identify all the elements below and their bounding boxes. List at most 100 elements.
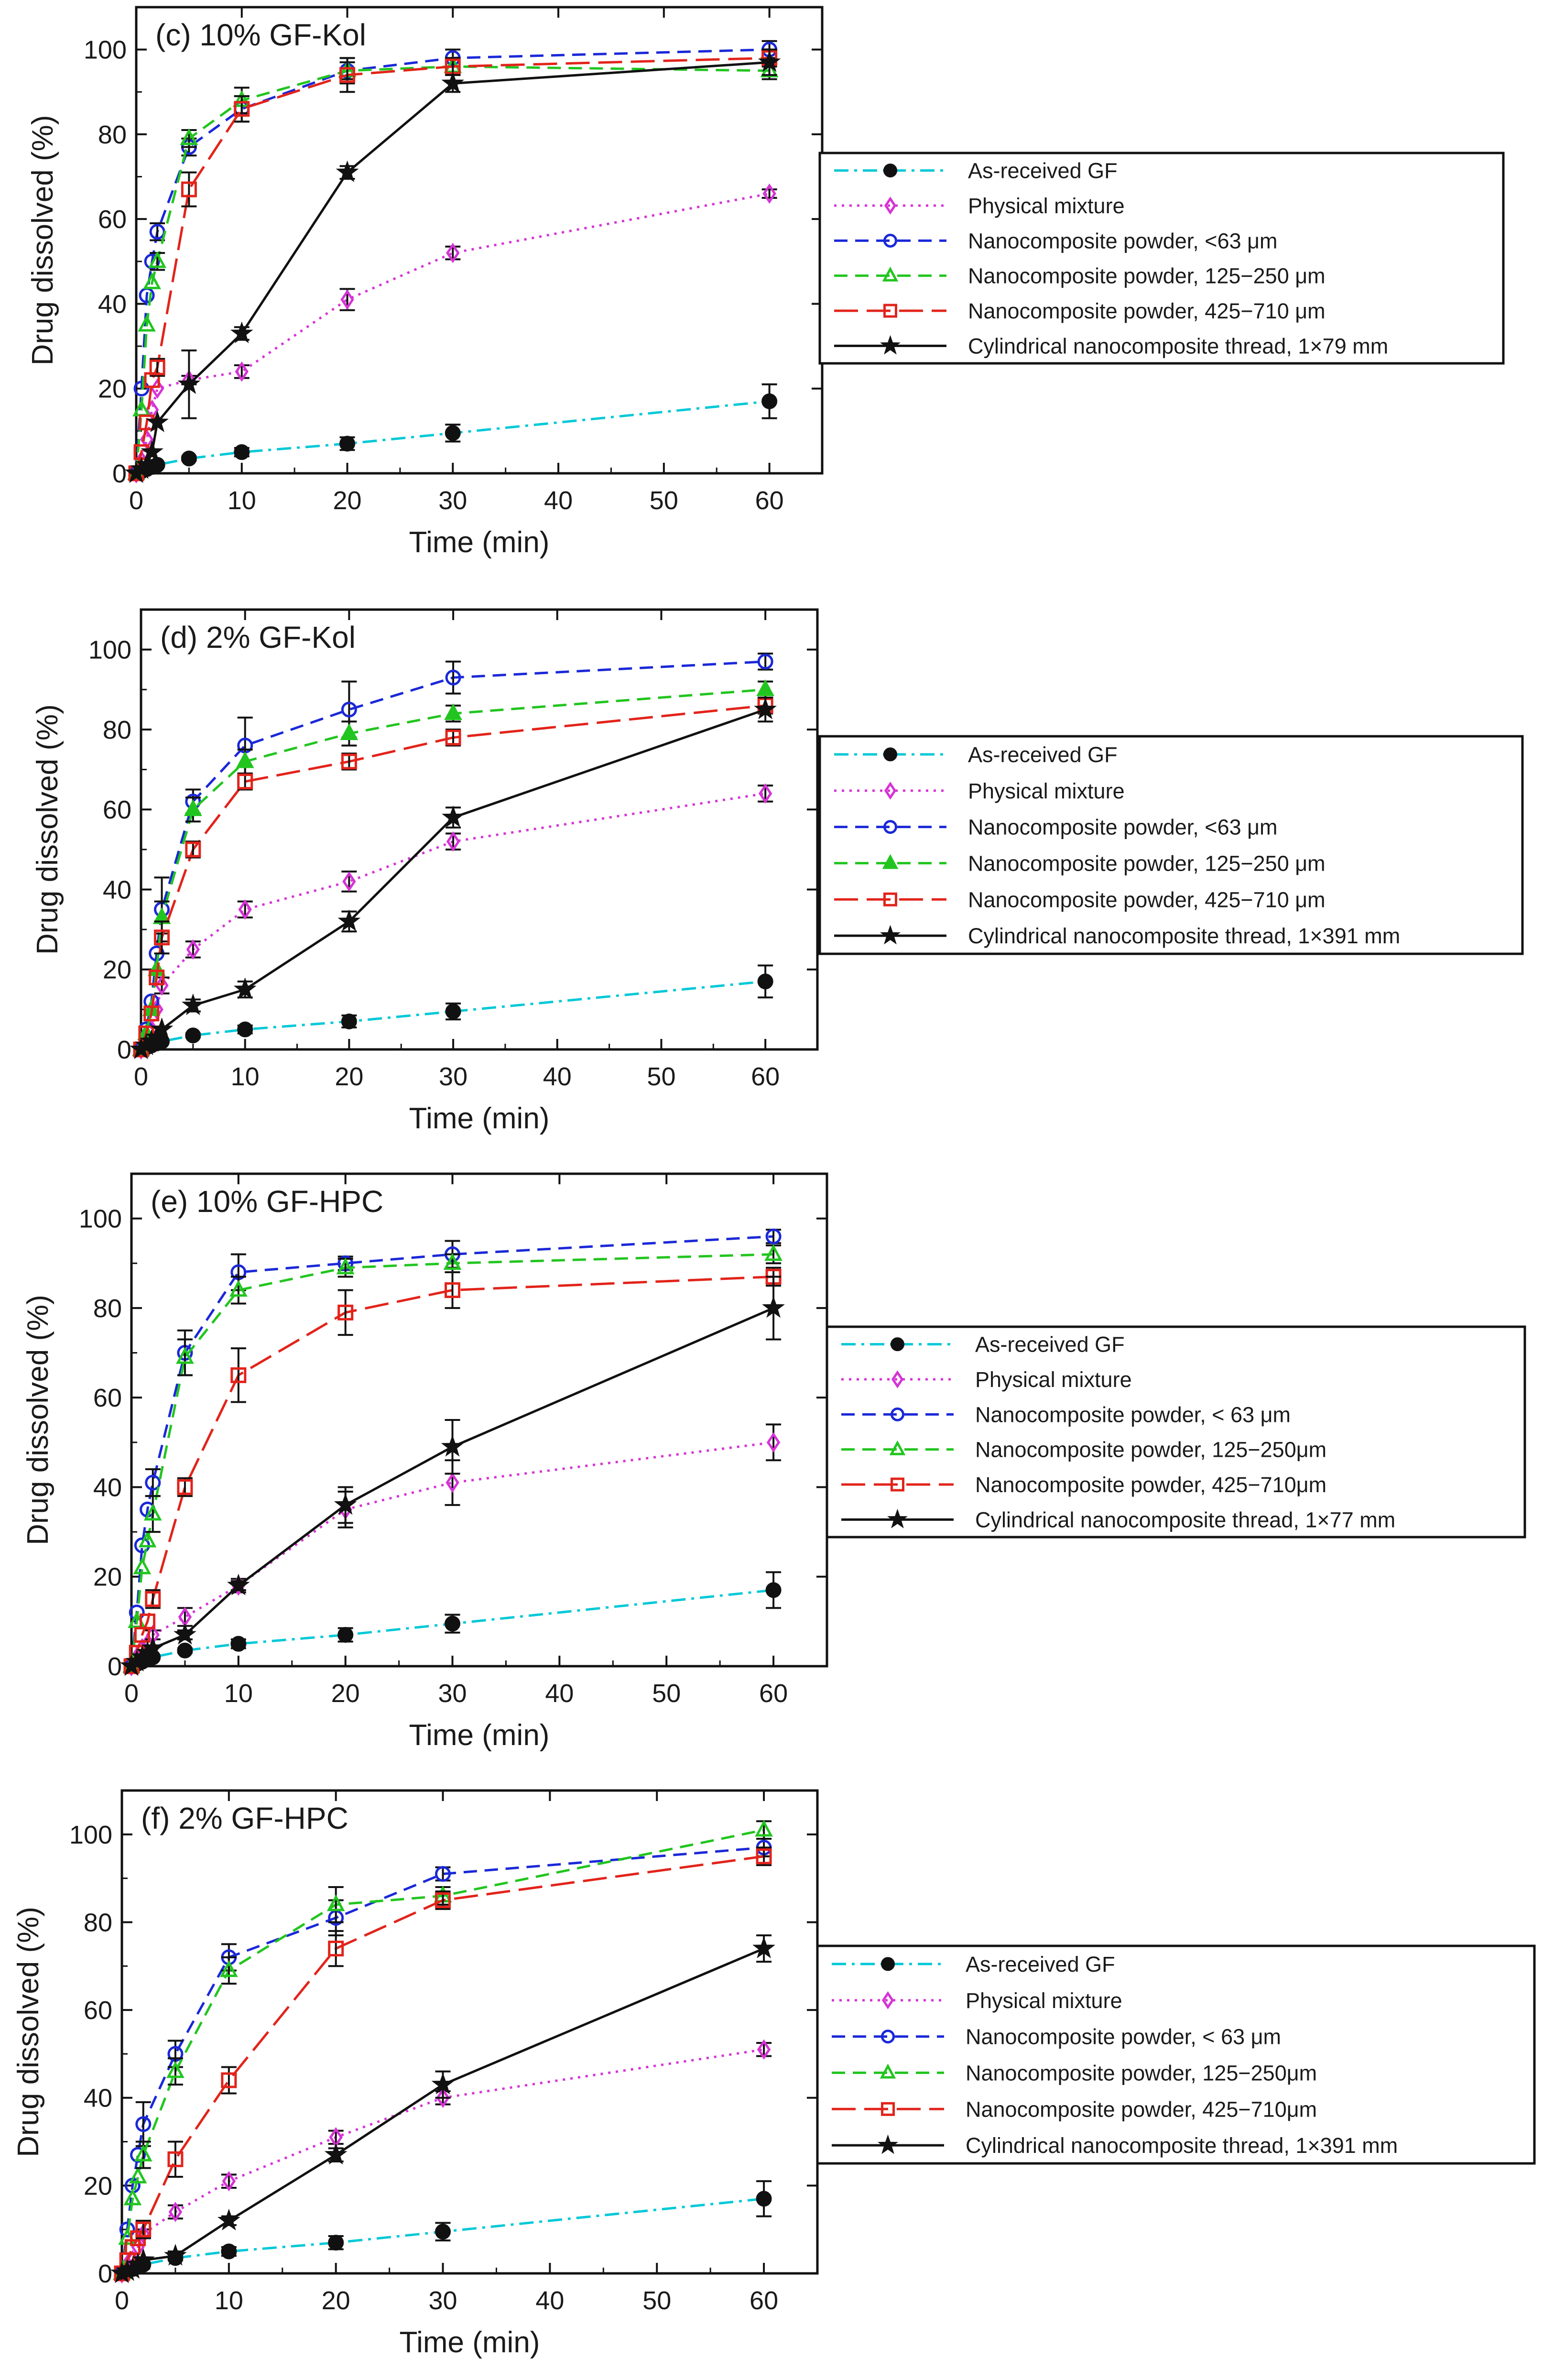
data-point <box>237 1021 253 1037</box>
x-tick-label: 50 <box>652 1679 681 1708</box>
series-4 <box>113 1820 773 2280</box>
series-5 <box>114 1846 772 2282</box>
y-axis-label: Drug dissolved (%) <box>26 115 59 366</box>
data-point <box>341 753 357 770</box>
data-point <box>141 1636 164 1658</box>
data-point <box>177 1642 193 1659</box>
data-point <box>326 1894 345 1911</box>
y-tick-label: 100 <box>69 1821 112 1849</box>
legend-marker <box>882 266 899 282</box>
y-tick-label: 0 <box>108 1652 122 1681</box>
x-tick-label: 20 <box>333 486 361 515</box>
data-point <box>334 1493 357 1515</box>
y-tick-label: 80 <box>93 1294 122 1323</box>
data-point <box>754 697 777 720</box>
data-point <box>445 1616 461 1632</box>
x-tick-label: 10 <box>215 2286 243 2315</box>
data-point <box>133 381 150 397</box>
data-point <box>181 181 197 197</box>
data-point <box>756 2191 772 2207</box>
panel-2: 0 10 20 30 40 50 60 0 20 40 60 80 100 Time (min) Drug … <box>31 608 1524 1135</box>
x-tick-label: 20 <box>335 1062 363 1091</box>
legend-marker <box>881 1957 895 1971</box>
legend-label: As-received GF <box>975 1332 1125 1357</box>
data-point <box>234 444 250 460</box>
x-tick-label: 30 <box>438 486 467 515</box>
x-axis-label: Time (min) <box>409 1719 550 1752</box>
data-point <box>757 973 773 990</box>
data-point <box>445 425 461 441</box>
data-point <box>143 272 162 289</box>
y-tick-label: 40 <box>93 1473 122 1502</box>
data-point <box>328 2235 344 2251</box>
legend-label: Nanocomposite powder, 425−710 μm <box>968 887 1326 912</box>
data-point <box>168 2202 183 2222</box>
data-point <box>757 2039 771 2060</box>
legend-box <box>816 1944 1536 2165</box>
data-point <box>119 2221 135 2238</box>
series-5 <box>128 48 778 481</box>
data-point <box>186 939 200 960</box>
y-axis-label: Drug dissolved (%) <box>22 1295 54 1545</box>
data-point <box>222 2171 236 2192</box>
data-point <box>138 315 156 332</box>
data-point <box>124 2239 141 2255</box>
series-6 <box>110 1934 775 2283</box>
data-point <box>324 2142 348 2165</box>
y-tick-label: 100 <box>84 36 127 65</box>
series-line <box>130 1235 774 1667</box>
series-line <box>135 56 770 474</box>
series-line <box>130 1253 774 1667</box>
data-point <box>761 393 778 409</box>
x-tick-label: 30 <box>428 2286 457 2315</box>
data-point <box>221 2072 237 2088</box>
x-tick-label: 0 <box>124 1679 139 1708</box>
x-tick-label: 20 <box>331 1679 360 1708</box>
data-point <box>135 2116 152 2132</box>
y-tick-label: 60 <box>93 1384 122 1412</box>
y-tick-label: 40 <box>84 2084 112 2113</box>
y-tick-label: 60 <box>98 205 127 234</box>
legend: As-received GF Physical mixture Nanocompos… <box>818 735 1524 955</box>
y-tick-label: 40 <box>98 290 127 318</box>
legend-label: Cylindrical nanocomposite thread, 1×391 … <box>966 2133 1398 2158</box>
x-tick-label: 50 <box>642 2286 671 2315</box>
data-point <box>755 1820 773 1837</box>
series-line <box>140 708 766 1050</box>
legend-marker <box>883 164 897 178</box>
panel-title: (d) 2% GF-Kol <box>160 620 356 655</box>
series-4 <box>122 1244 782 1673</box>
legend: As-received GF Physical mixture Nanocompos… <box>826 1325 1526 1539</box>
data-point <box>436 2087 450 2108</box>
legend-marker <box>881 1991 894 2009</box>
data-point <box>337 1627 354 1643</box>
x-axis-label: Time (min) <box>409 1102 550 1135</box>
legend-marker <box>889 1440 906 1455</box>
data-point <box>135 2221 152 2238</box>
data-point <box>765 1582 782 1598</box>
data-point <box>184 799 202 816</box>
data-point <box>230 1636 247 1652</box>
x-tick-label: 30 <box>439 1062 467 1091</box>
legend-marker <box>883 233 897 248</box>
data-point <box>130 2147 146 2163</box>
legend-marker <box>891 1407 904 1421</box>
data-point <box>217 2208 240 2231</box>
data-point <box>328 1941 344 1957</box>
data-point <box>176 1347 194 1364</box>
data-point <box>431 2073 455 2095</box>
legend-label: Nanocomposite powder, 425−710μm <box>966 2097 1317 2121</box>
legend-label: Nanocomposite powder, 425−710 μm <box>968 299 1326 323</box>
data-point <box>123 2188 142 2205</box>
legend-marker <box>891 1370 904 1388</box>
data-point <box>442 805 465 828</box>
x-tick-label: 60 <box>759 1679 788 1708</box>
legend-marker <box>887 1508 908 1528</box>
legend-label: As-received GF <box>968 159 1118 183</box>
data-point <box>181 993 205 1015</box>
series-line <box>120 1855 764 2274</box>
y-tick-label: 60 <box>103 796 131 824</box>
legend-label: Cylindrical nanocomposite thread, 1×77 m… <box>975 1507 1395 1532</box>
data-point <box>339 67 356 83</box>
legend-box <box>818 152 1505 365</box>
